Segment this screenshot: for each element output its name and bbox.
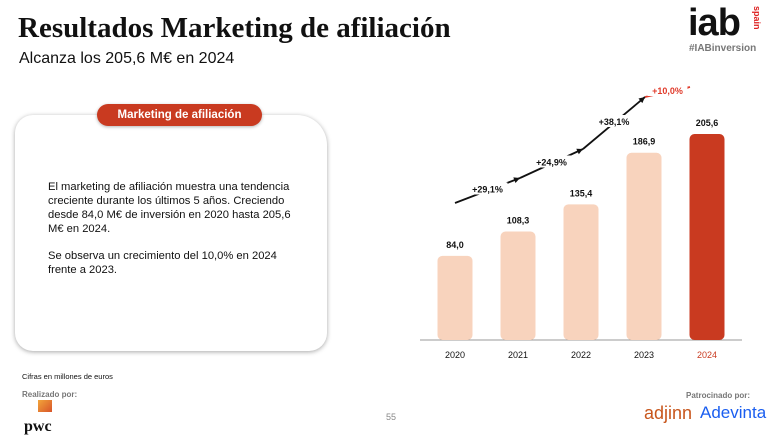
bar-2022 [563,204,599,340]
bar-2021 [500,231,536,340]
page-subtitle: Alcanza los 205,6 M€ en 2024 [19,50,235,67]
page-number: 55 [386,412,397,422]
card-label: Marketing de afiliación [97,104,262,126]
growth-label-bg [594,115,634,127]
growth-label-bg [467,182,508,195]
bar-2023 [626,152,662,340]
x-tick-2020: 2020 [445,350,465,360]
sponsored-label: Patrocinado por: [686,391,751,400]
value-label-2022: 135,4 [570,188,593,198]
arrowhead-icon [576,148,583,155]
iab-logo-region: spain [752,6,762,30]
arrowhead-icon [638,97,645,104]
pwc-logo: pwc [24,418,52,435]
hashtag: #IABinversion [689,43,757,54]
units-note: Cifras en millones de euros [22,372,113,381]
growth-label-bg [647,84,688,96]
value-label-2024: 205,6 [696,118,719,128]
page-title: Resultados Marketing de afiliación [18,12,451,44]
card-paragraph-1: El marketing de afiliación muestra una t… [48,181,291,235]
summary-card [15,115,327,351]
growth-label-0: +29,1% [472,185,503,195]
value-label-2021: 108,3 [507,215,530,225]
pwc-logo-mark [38,400,52,412]
arrowhead-icon [513,177,520,183]
value-label-2023: 186,9 [633,137,656,147]
value-label-2020: 84,0 [446,240,464,250]
growth-label-3: +10,0% [652,86,683,96]
adjinn-logo: adjinn [644,403,693,423]
x-tick-2024: 2024 [697,350,717,360]
growth-label-bg [531,155,572,168]
iab-logo: iab [688,2,741,44]
x-tick-2021: 2021 [508,350,528,360]
card-paragraph-2: Se observa un crecimiento del 10,0% en 2… [48,250,277,276]
x-tick-2023: 2023 [634,350,654,360]
bar-2020 [437,255,473,340]
made-by-label: Realizado por: [22,390,78,399]
growth-label-1: +24,9% [536,158,567,168]
bar-2024 [689,134,725,340]
adevinta-logo: Adevinta [700,403,767,422]
growth-label-2: +38,1% [599,117,630,127]
x-tick-2022: 2022 [571,350,591,360]
